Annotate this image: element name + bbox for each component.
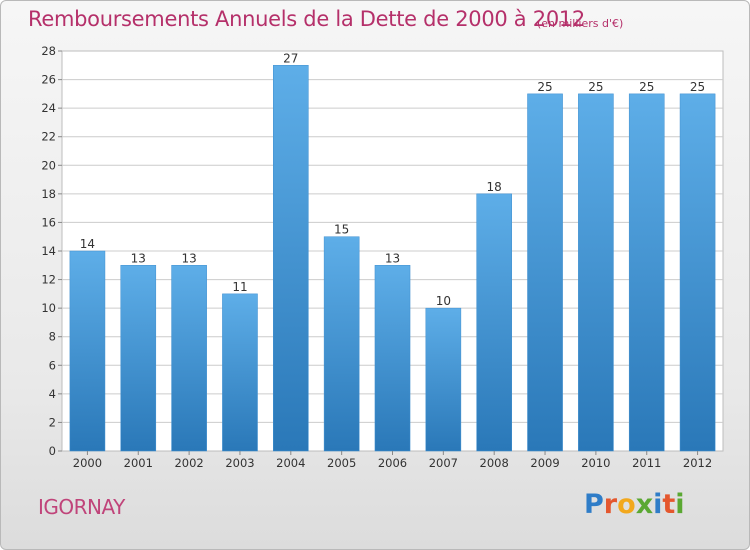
x-tick-label-2006: 2006 — [378, 456, 407, 470]
x-tick-label-2007: 2007 — [429, 456, 458, 470]
y-tick-label: 12 — [41, 273, 56, 287]
data-label-2007: 10 — [436, 294, 451, 308]
y-tick-label: 24 — [41, 101, 56, 115]
y-tick-label: 22 — [41, 130, 56, 144]
data-label-2004: 27 — [283, 51, 298, 65]
place-name: IGORNAY — [38, 495, 125, 519]
x-tick-label-2003: 2003 — [225, 456, 254, 470]
y-tick-label: 16 — [41, 215, 56, 229]
x-tick-label-2012: 2012 — [683, 456, 712, 470]
bar-2010 — [578, 93, 614, 452]
x-axis: 2000 2001 2002 2003 2004 2005 2006 2007 2008 2009… — [73, 451, 712, 470]
bar-2000 — [69, 250, 106, 452]
y-tick-label: 28 — [41, 44, 56, 58]
data-label-2003: 11 — [232, 280, 247, 294]
bar-2004 — [273, 65, 309, 452]
y-tick-label: 2 — [49, 415, 56, 429]
x-tick-label-2011: 2011 — [632, 456, 661, 470]
x-tick-label-2002: 2002 — [174, 456, 203, 470]
bar-2007 — [425, 307, 462, 452]
data-label-2009: 25 — [537, 80, 552, 94]
x-tick-label-2009: 2009 — [530, 456, 559, 470]
bar-2006 — [374, 265, 411, 452]
y-tick-label: 26 — [41, 73, 56, 87]
bar-2001 — [120, 265, 157, 452]
data-label-2011: 25 — [639, 80, 654, 94]
bar-2011 — [628, 93, 665, 452]
data-label-2006: 13 — [385, 251, 400, 265]
y-tick-label: 8 — [49, 330, 56, 344]
data-label-2010: 25 — [588, 80, 603, 94]
bar-2002 — [171, 265, 207, 452]
y-tick-label: 18 — [41, 187, 56, 201]
bar-2009 — [527, 93, 563, 452]
x-tick-label-2000: 2000 — [73, 456, 102, 470]
bar-2005 — [323, 236, 360, 452]
y-tick-label: 10 — [41, 301, 56, 315]
x-tick-label-2005: 2005 — [327, 456, 356, 470]
data-label-2002: 13 — [181, 251, 196, 265]
data-label-2001: 13 — [131, 251, 146, 265]
chart-title: Remboursements Annuels de la Dette de 20… — [28, 7, 585, 31]
y-tick-label: 0 — [49, 444, 56, 458]
chart-subtitle: (en milliers d'€) — [537, 17, 624, 30]
x-tick-label-2001: 2001 — [124, 456, 153, 470]
data-label-2008: 18 — [487, 180, 502, 194]
data-label-2012: 25 — [690, 80, 705, 94]
bar-2003 — [222, 293, 258, 452]
bar-2008 — [476, 193, 512, 452]
data-label-2005: 15 — [334, 223, 349, 237]
x-tick-label-2008: 2008 — [480, 456, 509, 470]
y-tick-label: 20 — [41, 158, 56, 172]
x-tick-label-2004: 2004 — [276, 456, 305, 470]
data-label-2000: 14 — [80, 237, 95, 251]
proxiti-logo: Proxiti — [584, 489, 685, 520]
y-tick-label: 6 — [49, 358, 56, 372]
y-tick-label: 14 — [41, 244, 56, 258]
bar-2012 — [679, 93, 716, 452]
bars: 14 13 13 11 27 15 13 10 18 25 25 25 25 — [69, 51, 716, 452]
y-tick-label: 4 — [49, 387, 56, 401]
x-tick-label-2010: 2010 — [581, 456, 610, 470]
